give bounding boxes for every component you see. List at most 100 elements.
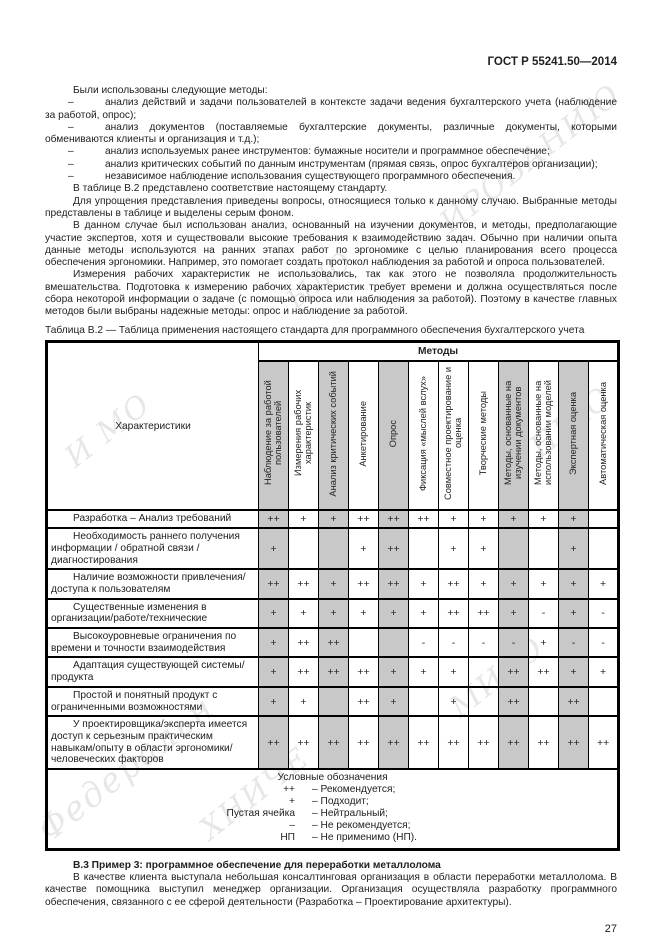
cell-value xyxy=(378,627,409,659)
cell-value: + xyxy=(558,568,589,600)
cell-value: + xyxy=(408,597,439,630)
cell-value: + xyxy=(258,597,289,630)
cell-value: + xyxy=(408,656,439,688)
table-row: Высокоуровневые ограничения по времени и… xyxy=(46,627,620,659)
cell-value: - xyxy=(468,627,499,659)
method-column-label: Методы, основанные на использовании моде… xyxy=(533,380,554,486)
legend-items: ++ – Рекомендуется; + – Подходит; Пустая яче… xyxy=(48,784,617,844)
bullet-item: – анализ критических событий по данным ин… xyxy=(68,158,598,170)
legend-symbol: – xyxy=(289,819,295,831)
paragraph-block: В таблице В.2 представлено соответствие … xyxy=(45,183,617,318)
cell-value: + xyxy=(438,527,469,571)
row-label: У проектировщика/эксперта имеется доступ… xyxy=(46,715,259,771)
cell-value: + xyxy=(468,568,499,600)
cell-value: ++ xyxy=(258,568,289,600)
body-paragraph: В таблице В.2 представлено соответствие … xyxy=(73,183,388,195)
method-column-label: Наблюдение за работой пользователей xyxy=(263,381,284,486)
row-label: Необходимость раннего получения информац… xyxy=(46,527,259,571)
method-column-header: Экспертная оценка xyxy=(558,360,589,512)
table-row: Существенные изменения в организации/раб… xyxy=(46,597,620,630)
method-column-header: Совместное проектирование и оценка xyxy=(438,360,469,512)
cell-value: + xyxy=(378,656,409,688)
cell-value: + xyxy=(587,656,620,688)
legend-item: Пустая ячейка – Нейтральный; xyxy=(48,808,617,820)
table-body: Разработка – Анализ требований ++ + + ++ ++ ++… xyxy=(46,509,620,771)
legend-symbol: + xyxy=(289,796,295,807)
dash-marker: – xyxy=(68,158,74,170)
method-column-header: Автоматическая оценка xyxy=(587,360,620,512)
cell-value xyxy=(498,527,529,571)
cell-value: + xyxy=(258,627,289,659)
cell-value xyxy=(587,527,620,571)
method-column-header: Методы, основанные на использовании моде… xyxy=(528,360,559,512)
body-paragraph: Измерения рабочих характеристик не испол… xyxy=(45,269,617,318)
table-group-header-row: Характеристики Методы xyxy=(46,340,620,512)
method-column-label: Опрос xyxy=(388,419,399,448)
cell-value: - xyxy=(408,627,439,659)
cell-value: - xyxy=(498,627,529,659)
bullet-list: – анализ действий и задачи пользователей … xyxy=(45,97,617,183)
cell-value: ++ xyxy=(348,685,379,718)
cell-value xyxy=(528,685,559,718)
method-column-label: Анализ критических событий xyxy=(328,370,339,497)
method-column-label: Экспертная оценка xyxy=(568,391,579,475)
methods-header-row: Наблюдение за работой пользователей Измер… xyxy=(47,360,620,512)
cell-value: + xyxy=(528,568,559,600)
cell-value: + xyxy=(558,509,589,530)
cell-value: + xyxy=(348,597,379,630)
cell-value: + xyxy=(587,568,620,600)
cell-value xyxy=(318,685,349,718)
legend-item: + – Подходит; xyxy=(48,796,617,808)
method-column-label: Творческие методы xyxy=(478,391,489,476)
cell-value: ++ xyxy=(288,656,319,688)
cell-value xyxy=(468,656,499,688)
cell-value: + xyxy=(318,509,349,530)
cell-value: ++ xyxy=(258,509,289,530)
cell-value: ++ xyxy=(528,656,559,688)
cell-value: + xyxy=(438,685,469,718)
cell-value: ++ xyxy=(498,656,529,688)
row-label: Высокоуровневые ограничения по времени и… xyxy=(46,627,259,659)
cell-value: ++ xyxy=(438,568,469,600)
cell-value: + xyxy=(288,509,319,530)
dash-marker: – xyxy=(68,121,74,133)
body-paragraph: В данном случае был использован анализ, … xyxy=(45,220,617,269)
legend-item: ++ – Рекомендуется; xyxy=(48,784,617,796)
bullet-item: – анализ используемых ранее инструментов:… xyxy=(68,146,550,158)
bullet-item: – анализ действий и задачи пользователей … xyxy=(45,97,617,121)
legend-meaning: – Не рекомендуется; xyxy=(312,819,411,831)
cell-value: - xyxy=(558,627,589,659)
row-label: Адаптация существующей системы/продукта xyxy=(46,656,259,688)
methods-table: Характеристики Методы Наблюдение за рабо… xyxy=(45,339,621,851)
cell-value: ++ xyxy=(408,715,439,771)
cell-value: - xyxy=(528,597,559,630)
bullet-item: – независимое наблюдение использования су… xyxy=(68,171,516,183)
cell-value: + xyxy=(378,597,409,630)
section-b3-heading: В.3 Пример 3: программное обеспечение дл… xyxy=(73,859,441,871)
row-label: Наличие возможности привлечения/доступа … xyxy=(46,568,259,600)
cell-value: ++ xyxy=(528,715,559,771)
dash-marker: – xyxy=(68,97,74,109)
table-row: Разработка – Анализ требований ++ + + ++ ++ ++… xyxy=(46,509,620,530)
table-row: Наличие возможности привлечения/доступа … xyxy=(46,568,620,600)
page-number: 27 xyxy=(604,922,617,935)
method-column-header: Фиксация «мыслей вслух» xyxy=(408,360,439,512)
body-paragraph: Для упрощения представления приведены во… xyxy=(45,195,617,219)
cell-value: ++ xyxy=(408,509,439,530)
cell-value: + xyxy=(288,597,319,630)
cell-value: ++ xyxy=(378,509,409,530)
table-row: У проектировщика/эксперта имеется доступ… xyxy=(46,715,620,771)
table-row: Простой и понятный продукт с ограниченны… xyxy=(46,685,620,718)
cell-value: ++ xyxy=(348,656,379,688)
legend-meaning: – Подходит; xyxy=(312,796,369,807)
cell-value: + xyxy=(468,527,499,571)
method-column-label: Измерения рабочих характеристик xyxy=(293,390,314,477)
legend-symbol: Пустая ячейка xyxy=(226,807,296,819)
cell-value: ++ xyxy=(587,715,620,771)
cell-value: + xyxy=(498,509,529,530)
method-column-header: Наблюдение за работой пользователей xyxy=(258,360,289,512)
standard-number-header: ГОСТ Р 55241.50—2014 xyxy=(487,56,617,68)
cell-value: - xyxy=(438,627,469,659)
cell-value: ++ xyxy=(558,715,589,771)
cell-value: ++ xyxy=(468,715,499,771)
